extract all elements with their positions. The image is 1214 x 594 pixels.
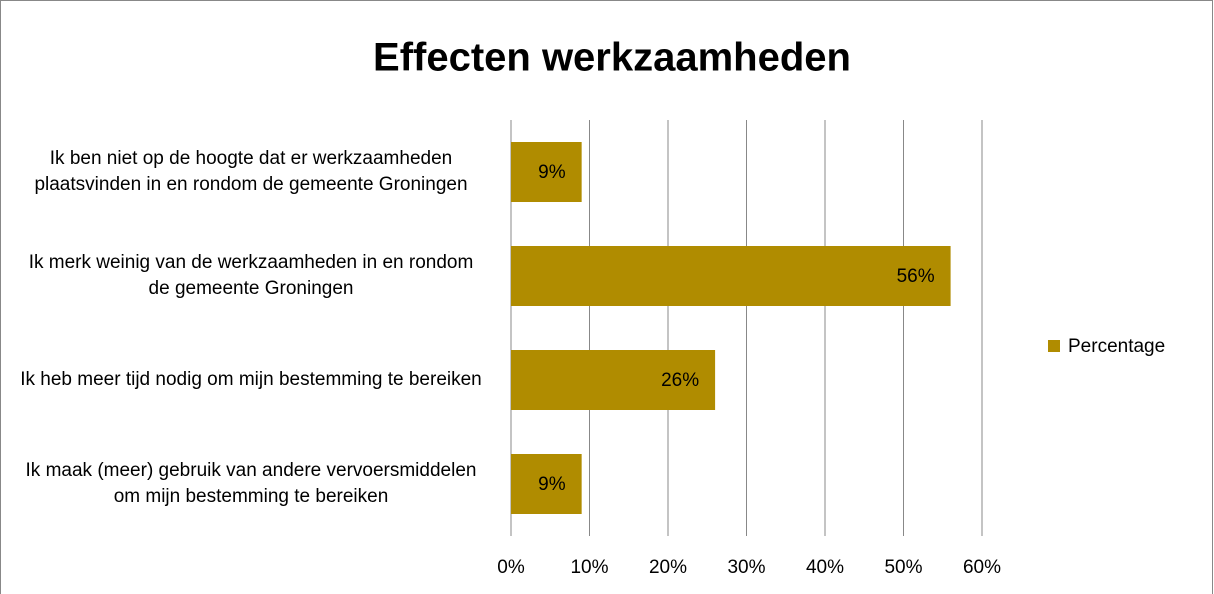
legend-swatch (1048, 340, 1060, 352)
y-tick-label: Ik merk weinig van de werkzaamheden in e… (28, 252, 474, 299)
bar (511, 142, 582, 202)
data-label: 26% (661, 370, 699, 391)
bar (511, 246, 951, 306)
x-tick-label: 50% (884, 557, 922, 578)
x-tick-label: 30% (727, 557, 765, 578)
x-tick-label: 40% (806, 557, 844, 578)
bar (511, 454, 582, 514)
x-tick-label: 60% (963, 557, 1001, 578)
data-label: 9% (538, 162, 566, 183)
x-tick-label: 20% (649, 557, 687, 578)
chart-title: Effecten werkzaamheden (373, 36, 851, 80)
x-tick-label: 10% (570, 557, 608, 578)
y-tick-label: Ik heb meer tijd nodig om mijn bestemmin… (20, 369, 482, 390)
y-tick-label: Ik ben niet op de hoogte dat er werkzaam… (34, 148, 468, 195)
y-tick-label: Ik maak (meer) gebruik van andere vervoe… (25, 460, 477, 507)
bar (511, 350, 716, 410)
legend-label: Percentage (1068, 336, 1165, 357)
data-label: 56% (897, 266, 935, 287)
x-tick-label: 0% (497, 557, 525, 578)
data-label: 9% (538, 474, 566, 495)
